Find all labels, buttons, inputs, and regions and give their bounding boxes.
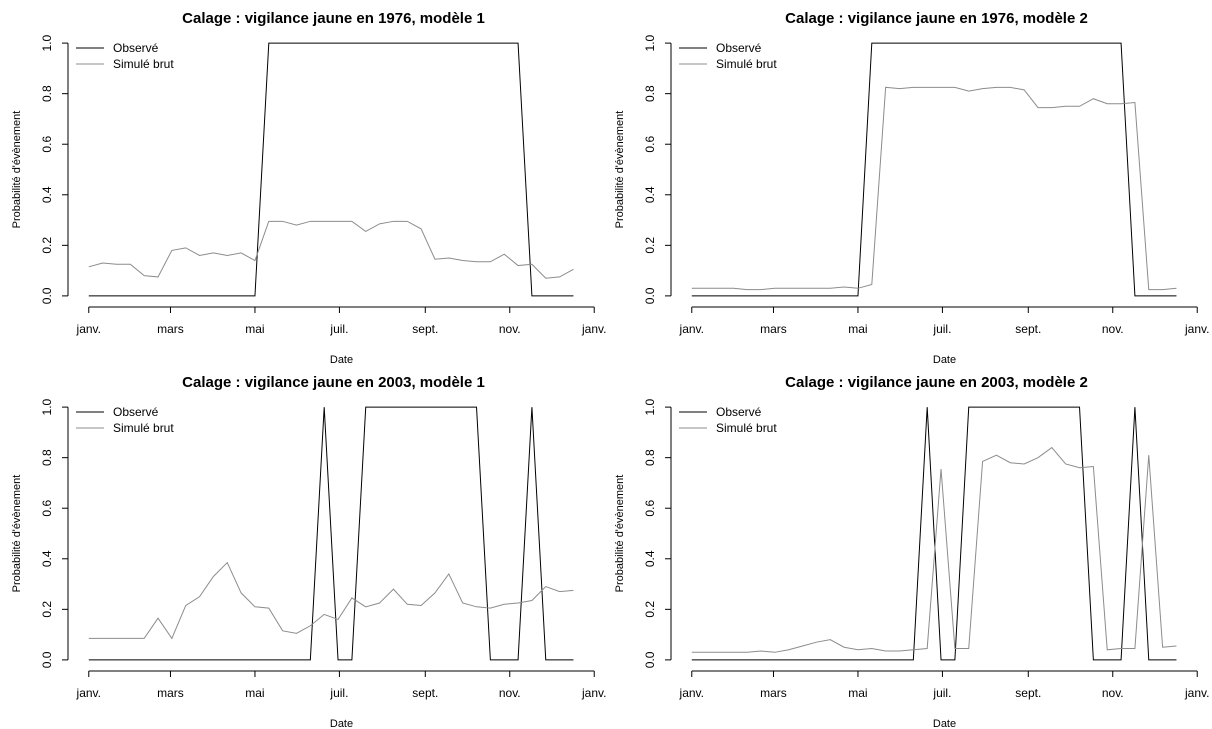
x-tick-label: nov. [1102,686,1124,700]
x-tick-label: sept. [1015,686,1041,700]
legend-label: Simulé brut [716,57,777,71]
data-line [691,406,1177,661]
y-tick-label: 1.0 [643,398,657,415]
y-tick-label: 0.0 [40,287,54,304]
x-tick-label: nov. [1102,322,1124,336]
chart-title: Calage : vigilance jaune en 1976, modèle… [182,10,485,27]
x-tick-label: mars [157,322,184,336]
y-tick-label: 0.2 [643,237,657,254]
x-tick-label: mai [245,686,264,700]
data-line [88,220,574,279]
legend-label: Simulé brut [716,421,777,435]
data-line [691,42,1177,297]
x-tick-label: mars [760,322,787,336]
y-axis-label: Probabilité d'évènement [614,475,626,593]
legend-label: Observé [716,405,762,419]
x-tick-label: janv. [581,322,606,336]
x-tick-label: nov. [499,322,521,336]
legend-label: Simulé brut [113,421,174,435]
x-axis-label: Date [933,718,956,729]
y-tick-label: 0.4 [40,550,54,567]
x-tick-label: janv. [76,686,101,700]
y-tick-label: 0.2 [40,237,54,254]
y-tick-label: 0.2 [40,601,54,618]
y-tick-label: 1.0 [40,34,54,51]
legend-label: Observé [113,405,159,419]
x-tick-label: janv. [581,686,606,700]
panel: Calage : vigilance jaune en 1976, modèle… [614,10,1209,366]
y-tick-label: 0.4 [643,186,657,203]
x-tick-label: sept. [412,686,438,700]
panel: Calage : vigilance jaune en 2003, modèle… [11,374,606,729]
x-axis-label: Date [330,718,353,729]
y-tick-label: 0.4 [643,550,657,567]
y-tick-label: 0.2 [643,601,657,618]
y-tick-label: 0.8 [40,85,54,102]
x-tick-label: mars [157,686,184,700]
y-tick-label: 0.0 [40,651,54,668]
y-axis-label: Probabilité d'évènement [614,111,626,229]
y-tick-label: 0.8 [643,449,657,466]
y-axis-label: Probabilité d'évènement [11,475,23,593]
y-tick-label: 0.4 [40,186,54,203]
data-line [88,561,574,640]
y-tick-label: 0.8 [643,85,657,102]
x-tick-label: janv. [1184,322,1209,336]
x-axis-label: Date [330,354,353,366]
x-tick-label: janv. [1184,686,1209,700]
x-tick-label: sept. [1015,322,1041,336]
x-tick-label: janv. [679,322,704,336]
x-tick-label: sept. [412,322,438,336]
x-tick-label: juil. [329,686,348,700]
x-tick-label: janv. [76,322,101,336]
data-line [691,86,1177,291]
data-line [691,446,1177,653]
y-tick-label: 0.6 [643,500,657,517]
y-tick-label: 0.6 [643,136,657,153]
chart-title: Calage : vigilance jaune en 1976, modèle… [785,10,1088,27]
legend-label: Observé [113,41,159,55]
legend-label: Simulé brut [113,57,174,71]
x-tick-label: mai [848,686,867,700]
chart-title: Calage : vigilance jaune en 2003, modèle… [785,374,1088,391]
x-tick-label: juil. [932,322,951,336]
y-tick-label: 1.0 [40,398,54,415]
y-axis-label: Probabilité d'évènement [11,111,23,229]
y-tick-label: 0.8 [40,449,54,466]
x-tick-label: nov. [499,686,521,700]
x-tick-label: mai [848,322,867,336]
x-tick-label: juil. [329,322,348,336]
legend-label: Observé [716,41,762,55]
x-tick-label: mars [760,686,787,700]
y-tick-label: 0.6 [40,500,54,517]
data-line [88,42,574,297]
chart-title: Calage : vigilance jaune en 2003, modèle… [182,374,485,391]
y-tick-label: 1.0 [643,34,657,51]
x-axis-label: Date [933,354,956,366]
panel: Calage : vigilance jaune en 1976, modèle… [11,10,606,366]
x-tick-label: mai [245,322,264,336]
y-tick-label: 0.0 [643,287,657,304]
y-tick-label: 0.6 [40,136,54,153]
data-line [88,406,574,661]
x-tick-label: juil. [932,686,951,700]
x-tick-label: janv. [679,686,704,700]
panel: Calage : vigilance jaune en 2003, modèle… [614,374,1209,729]
y-tick-label: 0.0 [643,651,657,668]
